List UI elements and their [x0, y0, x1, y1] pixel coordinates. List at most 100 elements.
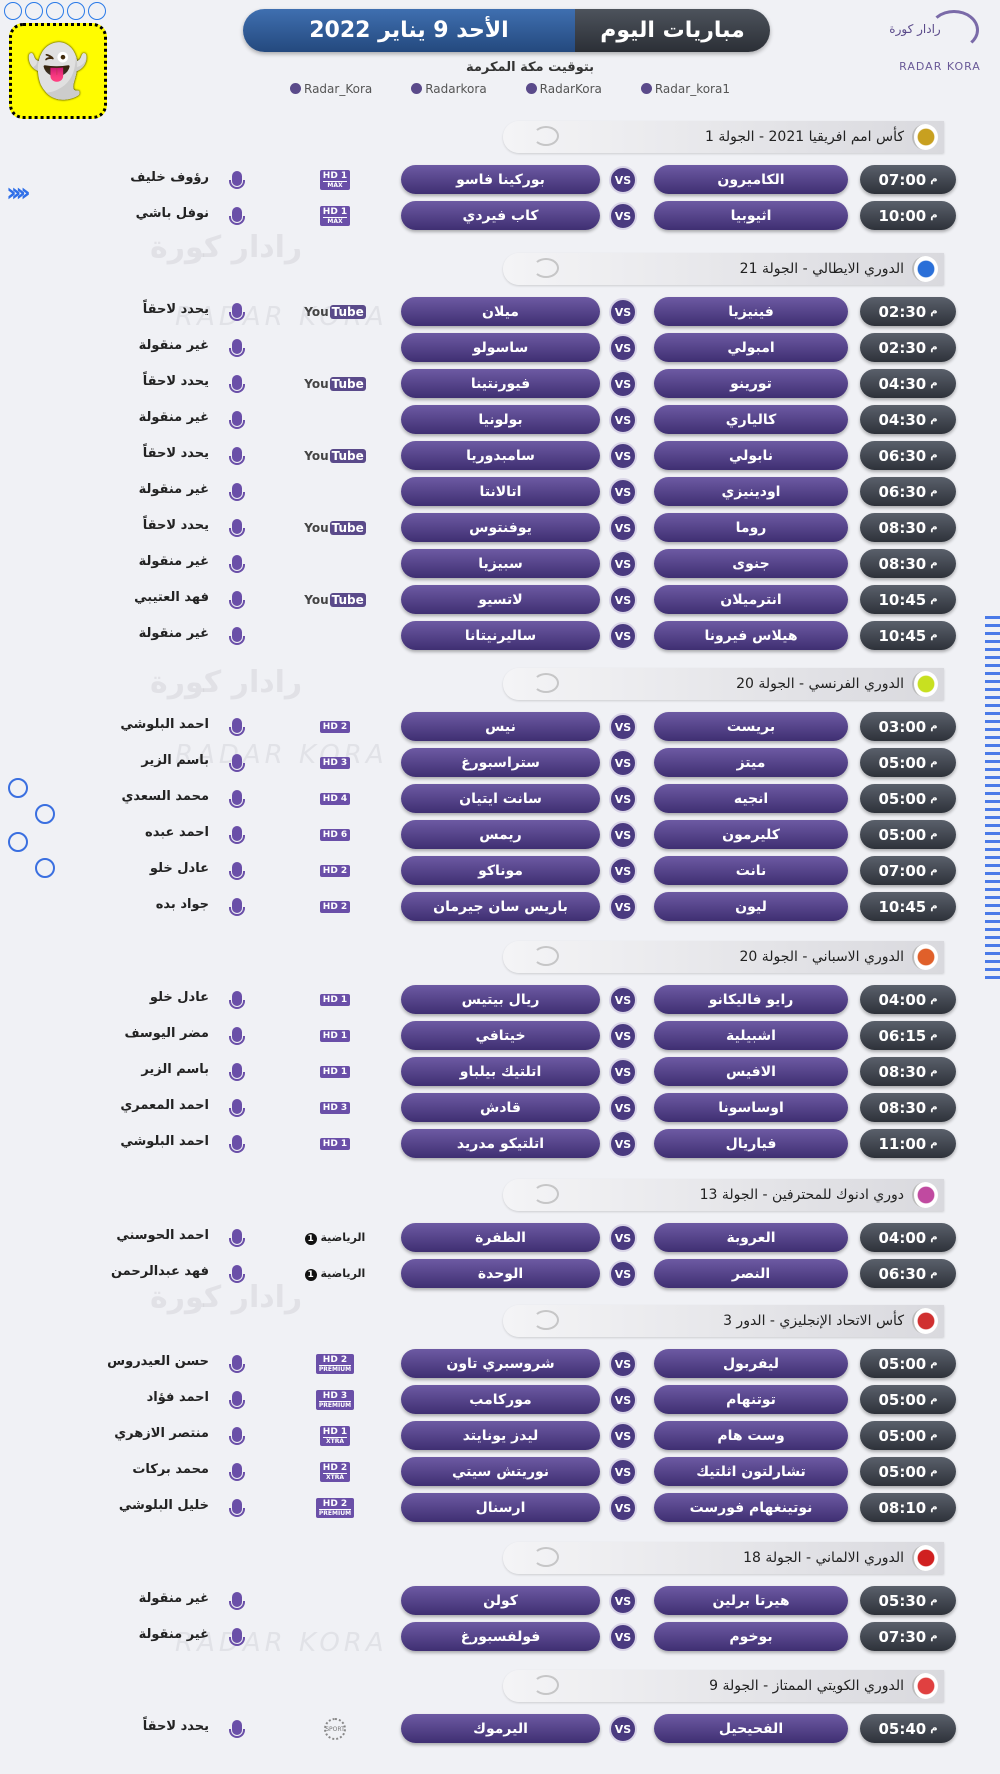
match-row[interactable]: 08:30 م الافيس VS اتلتيك بيلباو HD 1 باسم الز… [0, 1056, 1000, 1087]
match-row[interactable]: 10:00 م اثيوبيا VS كاب فيردي HD 1 MAX نوفل باش… [0, 200, 1000, 231]
time-suffix: م [930, 1232, 938, 1243]
time-value: 04:30 [878, 410, 927, 429]
youtube-tube: Tube [329, 521, 366, 535]
match-row[interactable]: 06:30 م النصر VS الوحدة 1 الرياضية فهد عبدالر… [0, 1258, 1000, 1289]
match-row[interactable]: 08:10 م نوتينغهام فورست VS ارسنال HD 2 PREMIU… [0, 1492, 1000, 1523]
home-team: امبولي [654, 333, 848, 362]
home-team: تورينو [654, 369, 848, 398]
match-row[interactable]: 02:30 م امبولي VS ساسولو غير منقولة [0, 332, 1000, 363]
telegram-icon [640, 83, 652, 94]
channel-logo: 1 الرياضية [300, 1226, 370, 1250]
commentator: نوفل باشي [135, 206, 209, 221]
section-header: الدوري الفرنسي - الجولة 20 [503, 668, 944, 700]
match-row[interactable]: 04:30 م كالياري VS بولونيا غير منقولة [0, 404, 1000, 435]
home-team: فينيزيا [654, 297, 848, 326]
away-team: نيس [401, 712, 600, 741]
commentator: يحدد لاحقاً [142, 1719, 209, 1734]
section-header: كأس الاتحاد الإنجليزي - الدور 3 [503, 1305, 944, 1337]
away-team: كاب فيردي [401, 201, 600, 230]
match-row[interactable]: 05:00 م توتنهام VS موركامب HD 3 PREMIUM احمد ف… [0, 1384, 1000, 1415]
match-row[interactable]: 08:30 م اوساسونا VS قادش HD 3 احمد المعمري [0, 1092, 1000, 1123]
channel-sub: PREMIUM [318, 1509, 352, 1517]
microphone-icon [229, 519, 245, 537]
match-row[interactable]: 05:00 م ميتز VS ستراسبورغ HD 3 باسم الزير [0, 747, 1000, 778]
vs-badge: VS [609, 406, 637, 434]
match-row[interactable]: 10:45 م ليون VS باريس سان جيرمان HD 2 جواد بد… [0, 891, 1000, 922]
commentator: غير منقولة [138, 1627, 209, 1642]
time-suffix: م [930, 414, 938, 425]
time-suffix: م [930, 558, 938, 569]
match-row[interactable]: 06:30 م نابولي VS سامبدوريا You Tube يحدد لاحق… [0, 440, 1000, 471]
away-team: بوركينا فاسو [401, 165, 600, 194]
time-value: 05:00 [878, 825, 927, 844]
away-team: الظفرة [401, 1223, 600, 1252]
bein-channel-icon: HD 3 PREMIUM [315, 1390, 355, 1410]
microphone-icon [229, 207, 245, 225]
match-time: 05:30 م [860, 1586, 956, 1615]
social-telegram[interactable]: Radar_kora1 [640, 82, 730, 96]
match-row[interactable]: 05:30 م هيرتا برلين VS كولن غير منقولة [0, 1585, 1000, 1616]
match-row[interactable]: 05:00 م انجيه VS سانت ايتيان HD 4 محمد السعدي [0, 783, 1000, 814]
match-row[interactable]: 04:00 م رايو فاليكانو VS ريال بيتيس HD 1 عادل… [0, 984, 1000, 1015]
match-time: 05:00 م [860, 1349, 956, 1378]
youtube-tube: Tube [329, 449, 366, 463]
time-value: 10:45 [878, 626, 927, 645]
match-row[interactable]: 05:00 م ليفربول VS شروسبري تاون HD 2 PREMIUM ح… [0, 1348, 1000, 1379]
match-row[interactable]: 10:45 م انترميلان VS لاتسيو You Tube فهد العتي… [0, 584, 1000, 615]
match-row[interactable]: 10:45 م هيلاس فيرونا VS ساليرنيتانا غير منقو… [0, 620, 1000, 651]
match-time: 05:00 م [860, 784, 956, 813]
time-value: 04:00 [878, 1228, 927, 1247]
microphone-icon [229, 1355, 245, 1373]
decorative-circle [8, 832, 28, 852]
match-row[interactable]: 07:00 م الكاميرون VS بوركينا فاسو HD 1 MAX رؤو… [0, 164, 1000, 195]
time-suffix: م [930, 1595, 938, 1606]
section-title: الدوري الاسباني - الجولة 20 [739, 949, 904, 965]
match-time: 02:30 م [860, 333, 956, 362]
section-header: كأس امم افريقيا 2021 - الجولة 1 [503, 121, 944, 153]
match-row[interactable]: 02:30 م فينيزيا VS ميلان You Tube يحدد لاحقاً [0, 296, 1000, 327]
match-row[interactable]: 05:00 م وست هام VS ليدز يونايتد HD 1 XTRA منتص… [0, 1420, 1000, 1451]
youtube-tube: Tube [329, 305, 366, 319]
match-time: 06:30 م [860, 477, 956, 506]
match-row[interactable]: 05:00 م كليرمون VS ريمس HD 6 احمد عبده [0, 819, 1000, 850]
match-time: 10:00 م [860, 201, 956, 230]
microphone-icon [229, 447, 245, 465]
microphone-icon [229, 171, 245, 189]
match-row[interactable]: 08:30 م جنوى VS سبيزيا غير منقولة [0, 548, 1000, 579]
home-team: كالياري [654, 405, 848, 434]
channel-logo: HD 1 [300, 1024, 370, 1048]
bein-channel-icon: HD 1 MAX [319, 206, 351, 226]
social-snapchat[interactable]: RadarKora [525, 82, 602, 96]
match-row[interactable]: 07:00 م نانت VS موناكو HD 2 عادل خلو [0, 855, 1000, 886]
away-team: ساسولو [401, 333, 600, 362]
commentator: احمد البلوشي [120, 717, 209, 732]
time-suffix: م [930, 865, 938, 876]
match-time: 04:00 م [860, 1223, 956, 1252]
match-row[interactable]: 06:15 م اشبيلية VS خيتافي HD 1 مضر اليوسف [0, 1020, 1000, 1051]
microphone-icon [229, 1063, 245, 1081]
social-instagram[interactable]: Radarkora [411, 82, 487, 96]
social-handle: Radarkora [425, 82, 487, 96]
home-team: تشارلتون اثلتيك [654, 1457, 848, 1486]
match-row[interactable]: 05:40 م الفحيحيل VS اليرموك SPORT يحدد لاحقاً [0, 1713, 1000, 1744]
time-value: 05:30 [878, 1591, 927, 1610]
time-value: 05:00 [878, 753, 927, 772]
commentator: باسم الزير [141, 753, 209, 768]
match-row[interactable]: 08:30 م روما VS يوفنتوس You Tube يحدد لاحقاً [0, 512, 1000, 543]
time-suffix: م [930, 994, 938, 1005]
match-row[interactable]: 07:30 م بوخوم VS فولفسبورغ غير منقولة [0, 1621, 1000, 1652]
time-value: 10:45 [878, 590, 927, 609]
social-twitter[interactable]: Radar_Kora [290, 82, 372, 96]
match-row[interactable]: 04:30 م تورينو VS فيورنتينا You Tube يحدد لاحق… [0, 368, 1000, 399]
snapchat-qr-code[interactable]: 👻 [9, 23, 107, 119]
time-value: 06:15 [878, 1026, 927, 1045]
vs-badge: VS [609, 986, 637, 1014]
match-row[interactable]: 06:30 م اودينيزي VS اتالانتا غير منقولة [0, 476, 1000, 507]
away-team: ساليرنيتانا [401, 621, 600, 650]
time-suffix: م [930, 486, 938, 497]
away-team: ارسنال [401, 1493, 600, 1522]
match-row[interactable]: 04:00 م العروبة VS الظفرة 1 الرياضية احمد الح… [0, 1222, 1000, 1253]
match-row[interactable]: 03:00 م بريست VS نيس HD 2 احمد البلوشي [0, 711, 1000, 742]
match-row[interactable]: 11:00 م فياريال VS اتلتيكو مدريد HD 1 احمد ال… [0, 1128, 1000, 1159]
